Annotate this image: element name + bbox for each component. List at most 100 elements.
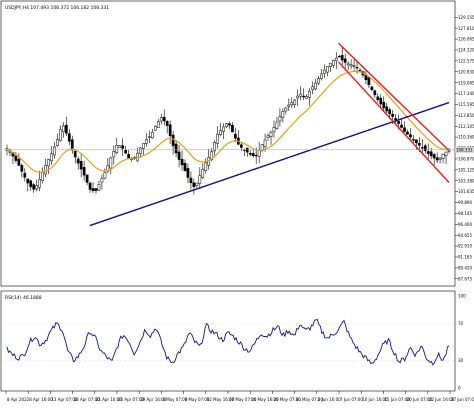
price-tick-label: 115.595 xyxy=(458,102,474,107)
candle-body xyxy=(370,86,374,91)
time-tick-label: 2 Jun 16:00 xyxy=(318,397,341,402)
candle-body xyxy=(391,113,394,117)
candle-body xyxy=(35,185,39,190)
candle-body xyxy=(165,121,169,126)
candle-body xyxy=(32,184,36,190)
candle-body xyxy=(47,159,50,167)
candle-body xyxy=(204,162,208,171)
candle-body xyxy=(317,78,320,84)
candle-body xyxy=(251,153,255,157)
price-tick-label: 110.360 xyxy=(458,135,474,140)
time-tick-label: 13 Apr 07:00 xyxy=(51,397,78,402)
candle-body xyxy=(213,142,217,152)
candle-body xyxy=(343,58,347,63)
candle-body xyxy=(311,86,314,90)
candle-body xyxy=(124,149,128,154)
rsi-tick-label: 100 xyxy=(458,294,466,299)
candle-body xyxy=(415,139,418,144)
candle-body xyxy=(183,162,187,172)
price-tick-label: 127.810 xyxy=(458,26,474,31)
candle-body xyxy=(248,152,252,155)
price-tick-label: 113.850 xyxy=(458,113,474,118)
moving-average-line xyxy=(6,70,450,174)
price-tick-label: 105.125 xyxy=(458,167,474,172)
candle-body xyxy=(444,151,448,156)
candle-body xyxy=(355,67,359,69)
price-tick-label: 96.400 xyxy=(458,222,472,227)
candle-body xyxy=(275,121,279,129)
candle-body xyxy=(302,95,305,98)
candle-body xyxy=(328,63,332,67)
candle-body xyxy=(112,151,116,158)
rsi-tick-label: 70 xyxy=(458,321,464,326)
candle-body xyxy=(326,66,329,73)
candle-body xyxy=(41,172,44,181)
candle-body xyxy=(94,188,98,191)
candle-body xyxy=(337,55,341,58)
candle-body xyxy=(198,175,202,184)
candle-body xyxy=(269,131,273,137)
candle-body xyxy=(216,133,219,144)
candle-body xyxy=(334,57,338,62)
candle-body xyxy=(62,125,65,132)
rsi-tick-label: 30 xyxy=(458,358,464,363)
candle-body xyxy=(278,116,282,122)
price-tick-label: 94.655 xyxy=(458,233,472,238)
candle-body xyxy=(423,145,427,152)
candle-body xyxy=(234,133,237,139)
candle-body xyxy=(142,143,145,149)
candle-body xyxy=(441,154,445,159)
candle-body xyxy=(385,106,389,112)
candle-body xyxy=(56,139,59,146)
candle-body xyxy=(346,63,350,66)
candle-body xyxy=(299,93,303,97)
time-tick-label: 20 May 16:00 xyxy=(251,397,279,402)
candle-body xyxy=(239,144,243,148)
candle-body xyxy=(293,99,297,105)
candle-body xyxy=(272,127,276,132)
rsi-tick-label: 0 xyxy=(458,386,461,391)
candle-body xyxy=(156,121,160,128)
candle-body xyxy=(103,172,107,179)
candle-body xyxy=(394,118,397,121)
candle-body xyxy=(308,90,311,98)
price-tick-label: 91.165 xyxy=(458,255,472,260)
current-price-label-bg xyxy=(455,146,474,153)
candle-body xyxy=(364,74,368,81)
candle-body xyxy=(296,95,300,99)
price-pane: USDJPY,H4 107.493 108.372 106.182 108.33… xyxy=(0,0,456,287)
candle-body xyxy=(38,178,41,188)
time-tick-label: 4 May 07:00 xyxy=(162,397,187,402)
candle-body xyxy=(305,96,308,99)
candle-body xyxy=(14,155,18,161)
candle-body xyxy=(91,188,95,192)
time-tick-label: 8 Apr 16:00 xyxy=(29,397,53,402)
candle-body xyxy=(59,129,62,142)
time-tick-label: 8 Apr 2022 xyxy=(7,397,30,402)
candle-body xyxy=(162,117,166,122)
candle-body xyxy=(254,154,258,157)
price-tick-label: 89.420 xyxy=(458,265,472,270)
price-tick-label: 112.105 xyxy=(458,124,474,129)
price-tick-label: 87.675 xyxy=(458,276,472,281)
time-tick-label: 26 Apr 07:00 xyxy=(118,397,145,402)
candle-body xyxy=(109,157,113,169)
candle-body xyxy=(76,158,80,164)
candle-body xyxy=(79,161,83,170)
candle-body xyxy=(382,101,386,109)
candle-body xyxy=(417,143,421,146)
price-tick-label: 92.910 xyxy=(458,244,472,249)
candle-body xyxy=(97,184,101,191)
price-tick-label: 106.870 xyxy=(458,157,474,162)
candle-body xyxy=(406,131,409,135)
candle-body xyxy=(151,131,154,139)
candle-body xyxy=(115,145,119,153)
candle-body xyxy=(231,124,234,133)
price-tick-label: 98.145 xyxy=(458,211,472,216)
candle-body xyxy=(174,143,178,154)
candle-body xyxy=(159,117,163,122)
candle-body xyxy=(118,145,122,148)
time-tick-label: 27 Jun 07:00 xyxy=(451,397,474,402)
candle-body xyxy=(168,124,172,137)
